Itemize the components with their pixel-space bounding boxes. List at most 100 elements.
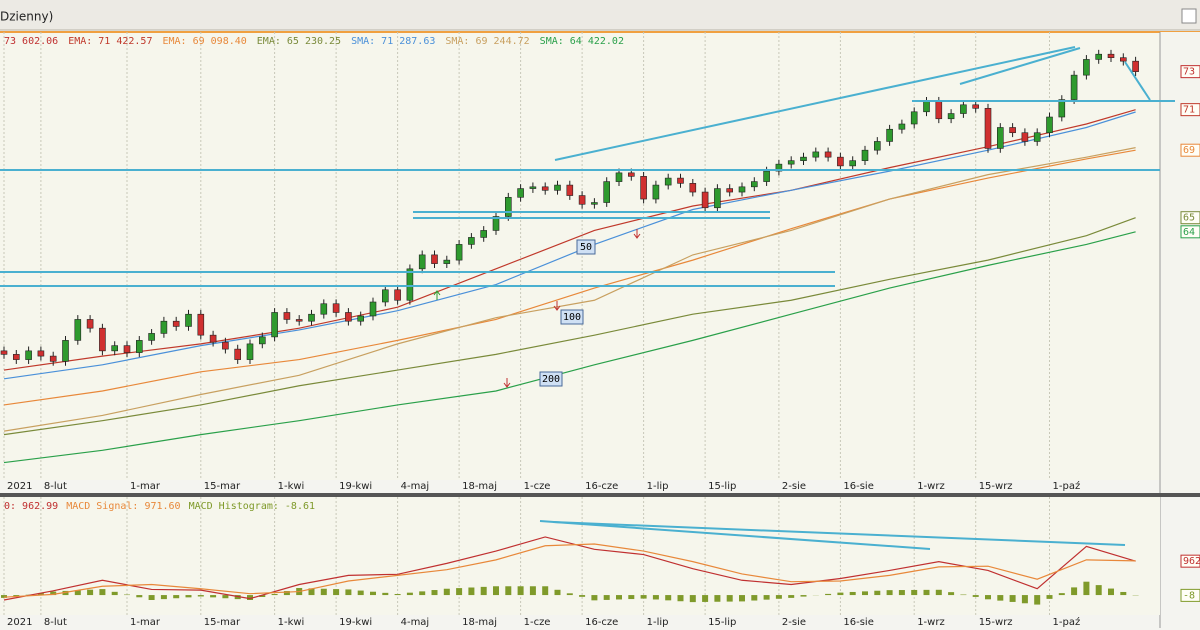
histogram-bar (763, 595, 770, 600)
candle-body (185, 313, 192, 327)
histogram-bar (739, 595, 745, 602)
macd-tag-box (1180, 588, 1200, 602)
candle-body (62, 340, 69, 362)
histogram-bar (1058, 593, 1065, 596)
candle-body (1083, 59, 1090, 76)
histogram-bar (1034, 595, 1041, 605)
histogram-bar (493, 586, 499, 596)
price-tag: 65 (1183, 213, 1195, 224)
histogram-bar (210, 595, 217, 598)
histogram-bar (1046, 595, 1053, 599)
trend-line[interactable] (959, 47, 1081, 85)
candle-body (984, 107, 992, 149)
histogram-bar (985, 595, 991, 600)
candle-body (910, 111, 918, 125)
window-button[interactable] (1181, 8, 1197, 24)
histogram-bar (862, 591, 868, 596)
histogram-bar (1, 595, 7, 598)
candle-body (578, 195, 586, 205)
candle-body (886, 128, 893, 142)
histogram-bar (751, 595, 758, 601)
histogram-bar (173, 595, 180, 599)
histogram-bar (505, 586, 512, 596)
candle-body (652, 184, 660, 200)
x-tick-label: 15-lip (708, 481, 736, 492)
histogram-bar (1108, 588, 1114, 596)
histogram-bar (50, 591, 57, 596)
histogram-bar (456, 588, 463, 596)
candle-body (37, 350, 45, 357)
x-tick-label: 15-mar (204, 617, 241, 628)
x-tick-label: 1-lip (647, 617, 669, 628)
histogram-bar (111, 591, 118, 596)
x-tick-label: 15-lip (708, 617, 736, 628)
candle-body (197, 313, 205, 336)
down-arrow (633, 229, 641, 239)
trend-line[interactable] (1124, 61, 1151, 101)
x-tick-label: 1-lip (647, 481, 669, 492)
candle-body (332, 303, 340, 313)
histogram-bar (542, 586, 549, 596)
candle-body (1132, 60, 1139, 72)
x-tick-label: 1-mar (130, 481, 161, 492)
candle-body (258, 336, 266, 345)
histogram-bar (665, 595, 672, 601)
candle-body (763, 170, 770, 182)
histogram-bar (566, 593, 573, 596)
candle-body (357, 315, 365, 322)
x-tick-label: 16-cze (585, 481, 618, 492)
histogram-bar (714, 595, 721, 602)
trend-line[interactable] (552, 521, 1126, 546)
legend-entry: SMA: 71 287.63 (351, 36, 435, 47)
histogram-bar (849, 591, 856, 596)
candle-body (837, 156, 844, 167)
candle-body (923, 101, 930, 113)
histogram-bar (702, 595, 709, 602)
candle-body (0, 350, 8, 355)
histogram-bar (345, 589, 352, 596)
trend-line[interactable] (554, 46, 1076, 161)
badge-box (560, 309, 584, 325)
histogram-bar (431, 590, 438, 596)
histogram-bar (554, 589, 561, 596)
price-tag-box (1180, 65, 1200, 79)
histogram-bar (1021, 595, 1028, 604)
candle-body (898, 123, 906, 130)
candle-body (689, 183, 697, 193)
histogram-bar (923, 589, 930, 596)
candle-body (222, 341, 229, 350)
candle-body (701, 191, 709, 209)
candle-body (591, 202, 598, 205)
histogram-bar (185, 595, 192, 598)
candle-body (308, 313, 315, 322)
histogram-bar (960, 594, 967, 596)
histogram-bar (825, 593, 832, 596)
histogram-bar (603, 595, 610, 600)
histogram-bar (136, 595, 143, 598)
badge-label: 100 (563, 312, 581, 323)
histogram-bar (308, 588, 315, 596)
x-tick-label: 2021 (7, 481, 32, 492)
candle-body (750, 181, 758, 188)
price-tag-box (1180, 143, 1200, 157)
trend-line[interactable] (539, 520, 931, 550)
candle-body (480, 230, 488, 238)
histogram-bar (74, 590, 81, 596)
candle-body (86, 319, 94, 329)
candle-body (960, 104, 967, 114)
x-tick-label: 1-cze (524, 617, 551, 628)
candle-body (345, 312, 352, 322)
down-arrow (503, 378, 511, 388)
histogram-bar (148, 595, 155, 600)
histogram-bar (1120, 591, 1127, 596)
histogram-bar (579, 595, 586, 597)
candle-body (320, 303, 328, 315)
candle-body (861, 149, 869, 161)
x-tick-label: 2-sie (782, 617, 806, 628)
x-tick-label: 2-sie (782, 481, 806, 492)
price-tag-box (1180, 103, 1200, 117)
candle-body (947, 113, 955, 120)
candle-body (738, 186, 746, 193)
macd-tag: 962 (1183, 556, 1200, 567)
histogram-bar (222, 595, 229, 599)
